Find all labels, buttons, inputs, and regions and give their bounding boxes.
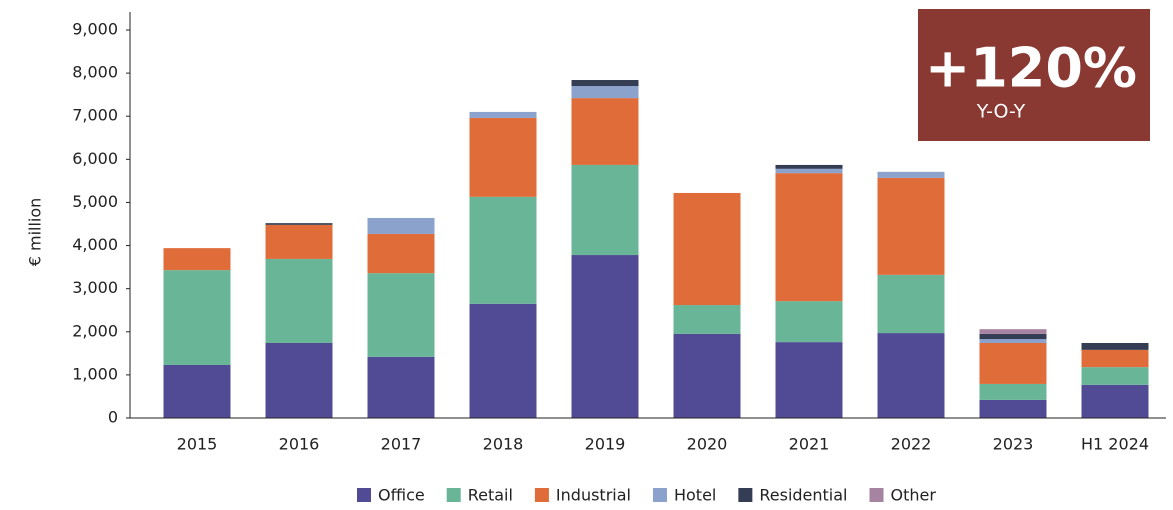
y-tick-label: 9,000 bbox=[72, 20, 118, 39]
y-tick-label: 1,000 bbox=[72, 364, 118, 383]
y-tick-label: 6,000 bbox=[72, 149, 118, 168]
bar-segment bbox=[571, 80, 639, 87]
bar-segment bbox=[1081, 342, 1149, 350]
bar-segment bbox=[877, 177, 945, 275]
bar-segment bbox=[775, 164, 843, 169]
bar-segment bbox=[469, 111, 537, 118]
bar-segment bbox=[979, 333, 1047, 340]
bar-segment bbox=[673, 192, 741, 306]
x-tick-label: 2021 bbox=[789, 435, 830, 454]
legend-label: Hotel bbox=[674, 486, 716, 505]
y-axis-label: € million bbox=[26, 198, 45, 267]
bar-segment bbox=[265, 223, 333, 225]
bar-segment bbox=[979, 399, 1047, 418]
legend-label: Residential bbox=[759, 486, 847, 505]
bar-segment bbox=[979, 339, 1047, 343]
bar-segment bbox=[571, 164, 639, 256]
y-tick-label: 3,000 bbox=[72, 278, 118, 297]
badge-label: Y-O-Y bbox=[976, 101, 1026, 123]
legend-swatch bbox=[357, 488, 371, 502]
bar-segment bbox=[673, 305, 741, 334]
bar-segment bbox=[775, 342, 843, 418]
bar-segment bbox=[877, 171, 945, 178]
y-tick-label: 2,000 bbox=[72, 321, 118, 340]
legend-swatch bbox=[534, 488, 549, 502]
badge-value: +120% bbox=[925, 37, 1137, 100]
y-tick-label: 0 bbox=[108, 408, 118, 427]
bar-segment bbox=[571, 86, 639, 99]
legend-swatch bbox=[446, 488, 461, 502]
x-tick-label: 2015 bbox=[177, 435, 218, 454]
bar-segment bbox=[775, 173, 843, 302]
bar-segment bbox=[163, 248, 231, 271]
y-tick-label: 7,000 bbox=[72, 106, 118, 125]
bar-segment bbox=[571, 255, 639, 418]
x-tick-label: 2019 bbox=[585, 435, 626, 454]
y-tick-label: 8,000 bbox=[72, 63, 118, 82]
x-tick-label: 2016 bbox=[279, 435, 320, 454]
x-tick-label: 2017 bbox=[381, 435, 422, 454]
bar-segment bbox=[877, 274, 945, 334]
x-tick-label: 2018 bbox=[483, 435, 524, 454]
y-tick-label: 5,000 bbox=[72, 192, 118, 211]
legend-swatch bbox=[652, 488, 667, 502]
legend-swatch bbox=[738, 488, 753, 502]
y-tick-label: 4,000 bbox=[72, 235, 118, 254]
legend-label: Industrial bbox=[556, 486, 631, 505]
bar-segment bbox=[979, 342, 1047, 384]
bar-segment bbox=[265, 258, 333, 343]
bar-segment bbox=[775, 301, 843, 343]
x-tick-label: 2022 bbox=[891, 435, 932, 454]
bar-segment bbox=[367, 273, 435, 357]
legend-label: Office bbox=[378, 486, 425, 505]
bar-segment bbox=[469, 196, 537, 304]
bar-segment bbox=[469, 303, 537, 418]
bar-segment bbox=[163, 364, 231, 418]
bar-segment bbox=[469, 117, 537, 197]
bar-segment bbox=[877, 333, 945, 418]
x-tick-label: 2023 bbox=[993, 435, 1034, 454]
plot: 0 1,000 2,000 3,000 4,000 5,000 6,000 7,000 8,00… bbox=[72, 12, 1166, 505]
bar-segment bbox=[265, 342, 333, 418]
bar-segment bbox=[1081, 367, 1149, 385]
bar-segment bbox=[367, 356, 435, 418]
bar-segment bbox=[775, 168, 843, 174]
bar-segment bbox=[265, 224, 333, 259]
bar-segment bbox=[367, 217, 435, 234]
badge bbox=[918, 9, 1150, 141]
bar-segment bbox=[1081, 349, 1149, 368]
bar-segment bbox=[673, 333, 741, 418]
x-tick-label: 2020 bbox=[687, 435, 728, 454]
bar-segment bbox=[979, 383, 1047, 400]
legend: Office Retail Industrial Hotel Residential Ot… bbox=[357, 486, 936, 505]
bar-segment bbox=[1081, 384, 1149, 418]
bar-segment bbox=[163, 270, 231, 365]
bar-segment bbox=[571, 98, 639, 165]
legend-label: Other bbox=[891, 486, 937, 505]
legend-swatch bbox=[869, 488, 884, 502]
bar-segment bbox=[979, 329, 1047, 334]
bar-segment bbox=[367, 233, 435, 274]
legend-label: Retail bbox=[468, 486, 513, 505]
x-tick-label: H1 2024 bbox=[1081, 435, 1149, 454]
